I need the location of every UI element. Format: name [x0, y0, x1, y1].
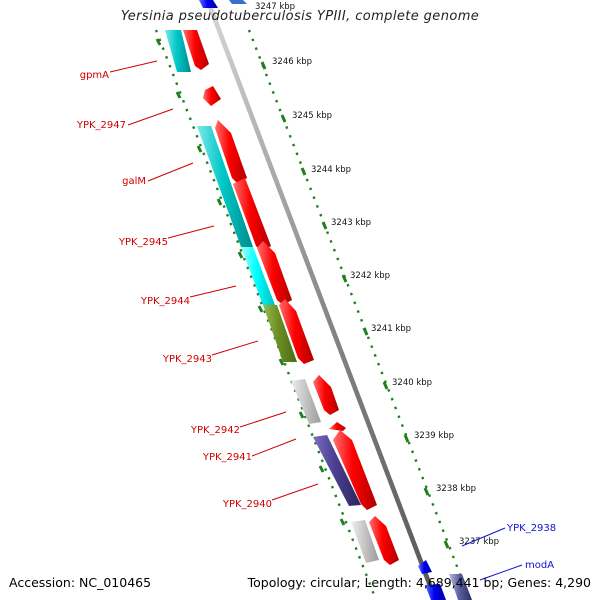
- scale-label: 3246 kbp: [272, 57, 312, 67]
- cds-box: [291, 379, 321, 424]
- forward-gene: [369, 516, 399, 565]
- scale-label: 3237 kbp: [459, 537, 499, 547]
- gene-label-YPK_2945: YPK_2945: [118, 237, 168, 248]
- genome-band: [155, 22, 472, 600]
- gene-label-modA: modA: [525, 560, 554, 571]
- scale-label: 3240 kbp: [392, 378, 432, 388]
- forward-gene: [257, 241, 292, 305]
- scale-label: 3241 kbp: [371, 324, 411, 334]
- inner-dotted-line: [154, 29, 378, 600]
- scale-label: 3245 kbp: [292, 111, 332, 121]
- cds-box: [197, 126, 253, 247]
- gene-label-YPK_2941: YPK_2941: [202, 452, 252, 463]
- forward-gene: [183, 30, 209, 70]
- forward-gene: [279, 299, 314, 364]
- genome-title: Yersinia pseudotuberculosis YPIII, compl…: [120, 9, 480, 24]
- cds-box: [313, 435, 361, 506]
- scale-label: 3239 kbp: [414, 431, 454, 441]
- cds-box: [165, 30, 191, 72]
- bottom-blue-gene: [418, 560, 432, 574]
- forward-gene: [233, 178, 271, 252]
- forward-gene: [215, 120, 247, 184]
- scale-label: 3247 kbp: [255, 2, 295, 12]
- scale-label: 3242 kbp: [350, 271, 390, 281]
- left-gene-labels: gpmA YPK_2947 galM YPK_2945 YPK_2944 YPK…: [76, 60, 319, 510]
- bottom-navy-gene: [449, 574, 472, 600]
- scale-label: 3238 kbp: [436, 484, 476, 494]
- cds-box: [241, 247, 275, 305]
- gene-label-galM: galM: [122, 176, 146, 187]
- backbone-line: [205, 0, 438, 600]
- right-gene-labels: YPK_2938 modA: [461, 523, 556, 581]
- scale-label: 3244 kbp: [311, 165, 351, 175]
- gene-label-YPK_2944: YPK_2944: [140, 296, 190, 307]
- gene-label-YPK_2947: YPK_2947: [76, 120, 126, 131]
- scale-labels: 3247 kbp 3246 kbp 3245 kbp 3244 kbp 3243…: [255, 2, 499, 547]
- accession-text: Accession: NC_010465: [9, 575, 152, 590]
- gene-label-YPK_2940: YPK_2940: [222, 499, 272, 510]
- topology-text: Topology: circular; Length: 4,689,441 bp…: [247, 575, 591, 590]
- forward-gene: [333, 430, 377, 510]
- scale-ticks: [260, 61, 450, 549]
- forward-gene: [203, 86, 221, 106]
- cds-track: [165, 30, 379, 563]
- top-blue-gene: [199, 0, 218, 8]
- bottom-blue-gene: [425, 584, 446, 600]
- cds-box: [263, 305, 297, 362]
- gene-label-YPK_2942: YPK_2942: [190, 425, 240, 436]
- gene-label-YPK_2938: YPK_2938: [506, 523, 556, 534]
- gene-label-gpmA: gpmA: [80, 70, 109, 81]
- scale-label: 3243 kbp: [331, 218, 371, 228]
- outer-dotted-line: [247, 29, 472, 600]
- top-blue-gene-2: [229, 0, 247, 4]
- inner-ticks: [155, 38, 346, 526]
- forward-gene: [313, 375, 339, 415]
- forward-gene-track: [183, 30, 399, 565]
- cds-box: [351, 520, 379, 563]
- forward-gene: [329, 422, 346, 431]
- gene-label-YPK_2943: YPK_2943: [162, 354, 212, 365]
